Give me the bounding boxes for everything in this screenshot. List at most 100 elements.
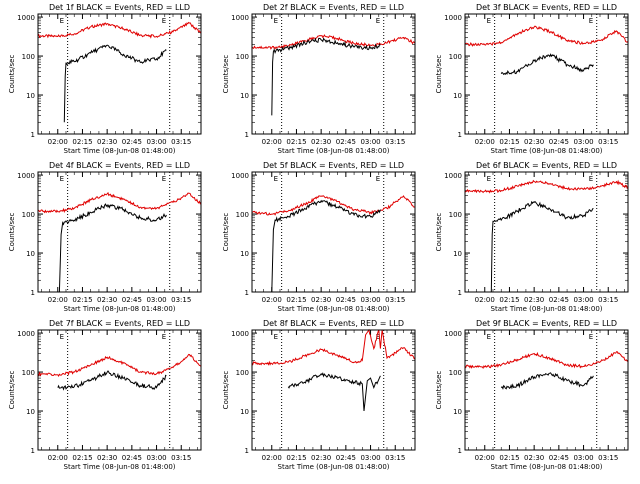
x-tick-label: 03:00 [360, 138, 380, 146]
event-marker-label: E [589, 175, 593, 183]
events-series-line [287, 372, 381, 412]
event-marker-label: E [274, 17, 278, 25]
plot-frame [37, 13, 202, 135]
y-tick-label: 1 [458, 447, 462, 455]
y-tick-label: 1000 [231, 14, 249, 22]
y-tick-label: 10 [240, 250, 249, 258]
y-tick-label: 100 [236, 211, 249, 219]
panel-title: Det 6f BLACK = Events, RED = LLD [476, 161, 617, 170]
x-tick-label: 03:00 [573, 454, 593, 462]
y-axis-label: Counts/sec [8, 371, 16, 410]
event-marker-label: E [376, 175, 380, 183]
x-tick-label: 02:30 [524, 454, 544, 462]
x-tick-label: 02:45 [336, 454, 356, 462]
y-tick-label: 10 [453, 92, 462, 100]
y-tick-label: 1 [458, 131, 462, 139]
event-marker-label: E [376, 333, 380, 341]
event-marker-label: E [487, 17, 491, 25]
x-tick-label: 02:15 [286, 454, 306, 462]
x-tick-label: 02:15 [286, 296, 306, 304]
x-tick-label: 03:15 [171, 454, 191, 462]
x-tick-label: 02:15 [499, 138, 519, 146]
y-axis-label: Counts/sec [222, 213, 230, 252]
x-tick-label: 02:15 [286, 138, 306, 146]
x-tick-label: 02:00 [475, 454, 495, 462]
x-tick-label: 02:45 [122, 296, 142, 304]
panel-title: Det 1f BLACK = Events, RED = LLD [49, 3, 190, 12]
event-marker-label: E [589, 333, 593, 341]
x-tick-label: 02:45 [122, 454, 142, 462]
detector-panel-9: Det 9f BLACK = Events, RED = LLD 1 10 100 10… [435, 319, 629, 471]
x-tick-label: 02:30 [311, 138, 331, 146]
x-tick-label: 03:15 [171, 296, 191, 304]
y-tick-label: 1 [31, 289, 35, 297]
y-axis-label: Counts/sec [8, 213, 16, 252]
x-axis-label: Start Time (08-Jun-08 01:48:00) [491, 147, 603, 155]
lld-series-line [464, 351, 629, 370]
event-marker-label: E [162, 17, 166, 25]
y-tick-label: 1000 [444, 330, 462, 338]
x-tick-label: 02:45 [549, 138, 569, 146]
lld-series-line [464, 25, 629, 47]
event-marker-label: E [274, 333, 278, 341]
plot-frame [251, 329, 416, 451]
panel-title: Det 7f BLACK = Events, RED = LLD [49, 319, 190, 328]
y-tick-label: 100 [22, 211, 35, 219]
x-tick-label: 03:15 [171, 138, 191, 146]
x-tick-label: 02:30 [524, 296, 544, 304]
event-marker-label: E [60, 175, 64, 183]
x-tick-label: 03:00 [573, 296, 593, 304]
event-marker-label: E [589, 17, 593, 25]
y-tick-label: 1 [245, 289, 249, 297]
lld-series-line [251, 328, 415, 366]
plot-frame [251, 13, 416, 135]
lld-series-line [37, 191, 202, 214]
y-tick-label: 1000 [231, 330, 249, 338]
x-tick-label: 02:45 [122, 138, 142, 146]
lld-series-line [37, 21, 202, 39]
events-series-line [63, 44, 167, 123]
lld-series-line [251, 34, 416, 50]
y-tick-label: 100 [449, 53, 462, 61]
plot-frame [37, 171, 202, 293]
event-marker-label: E [60, 333, 64, 341]
x-tick-label: 02:15 [72, 296, 92, 304]
x-tick-label: 03:15 [385, 296, 405, 304]
x-tick-label: 02:00 [48, 138, 68, 146]
y-tick-label: 10 [26, 92, 35, 100]
y-tick-label: 10 [240, 408, 249, 416]
y-axis-label: Counts/sec [222, 371, 230, 410]
events-series-line [490, 200, 594, 293]
events-series-line [500, 372, 594, 390]
x-tick-label: 02:00 [475, 296, 495, 304]
lld-series-line [37, 353, 202, 378]
x-tick-label: 02:15 [72, 454, 92, 462]
y-tick-label: 1 [245, 447, 249, 455]
x-tick-label: 03:00 [360, 296, 380, 304]
y-tick-label: 1 [245, 131, 249, 139]
x-tick-label: 03:00 [573, 138, 593, 146]
x-axis-label: Start Time (08-Jun-08 01:48:00) [491, 305, 603, 313]
x-tick-label: 02:00 [262, 454, 282, 462]
panel-title: Det 8f BLACK = Events, RED = LLD [263, 319, 404, 328]
x-tick-label: 03:00 [146, 296, 166, 304]
x-tick-label: 02:45 [336, 138, 356, 146]
x-tick-label: 02:15 [499, 296, 519, 304]
y-tick-label: 1000 [17, 14, 35, 22]
x-tick-label: 03:00 [360, 454, 380, 462]
y-tick-label: 1000 [17, 172, 35, 180]
x-tick-label: 02:45 [549, 454, 569, 462]
plot-frame [251, 171, 416, 293]
x-axis-label: Start Time (08-Jun-08 01:48:00) [64, 463, 176, 471]
x-tick-label: 02:00 [48, 296, 68, 304]
event-marker-label: E [162, 175, 166, 183]
event-marker-label: E [487, 175, 491, 183]
panel-title: Det 9f BLACK = Events, RED = LLD [476, 319, 617, 328]
y-tick-label: 100 [22, 53, 35, 61]
y-tick-label: 1000 [444, 14, 462, 22]
panel-title: Det 3f BLACK = Events, RED = LLD [476, 3, 617, 12]
events-series-line [57, 370, 167, 391]
x-tick-label: 02:00 [262, 138, 282, 146]
detector-panel-8: Det 8f BLACK = Events, RED = LLD 1 10 100 10… [222, 319, 416, 471]
x-tick-label: 03:15 [385, 138, 405, 146]
